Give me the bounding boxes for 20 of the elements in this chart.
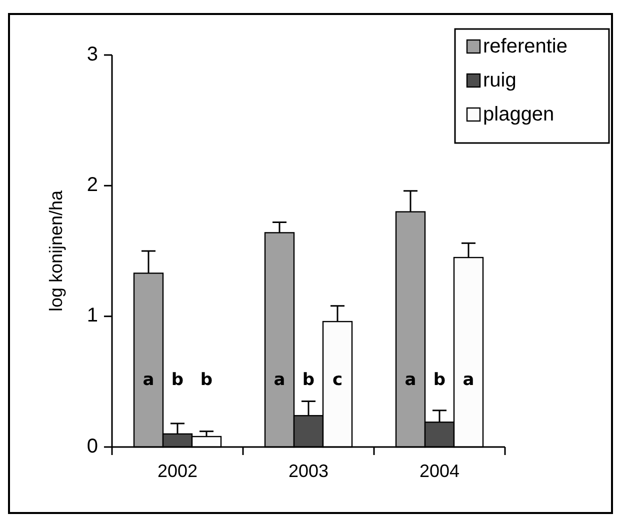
x-tick-label: 2003 (288, 461, 329, 481)
y-axis-title: log konijnen/ha (46, 189, 66, 312)
y-tick-label: 3 (86, 43, 98, 66)
annotation: b (433, 370, 446, 390)
annotation: a (142, 370, 154, 390)
annotation: c (332, 370, 343, 390)
legend-label: referentie (483, 35, 568, 58)
annotation: a (274, 370, 286, 390)
x-tick-label: 2004 (419, 461, 460, 481)
annotation: b (302, 370, 315, 390)
annotation: b (171, 370, 184, 390)
legend-label: plaggen (483, 103, 554, 126)
y-tick-label: 1 (86, 304, 98, 327)
annotation: a (404, 370, 416, 390)
annotation: a (462, 370, 474, 390)
y-tick-label: 2 (86, 174, 98, 196)
legend-label: ruig (483, 69, 516, 92)
annotation: b (200, 370, 213, 390)
y-tick-label: 0 (86, 435, 98, 458)
x-tick-label: 2002 (157, 461, 198, 481)
